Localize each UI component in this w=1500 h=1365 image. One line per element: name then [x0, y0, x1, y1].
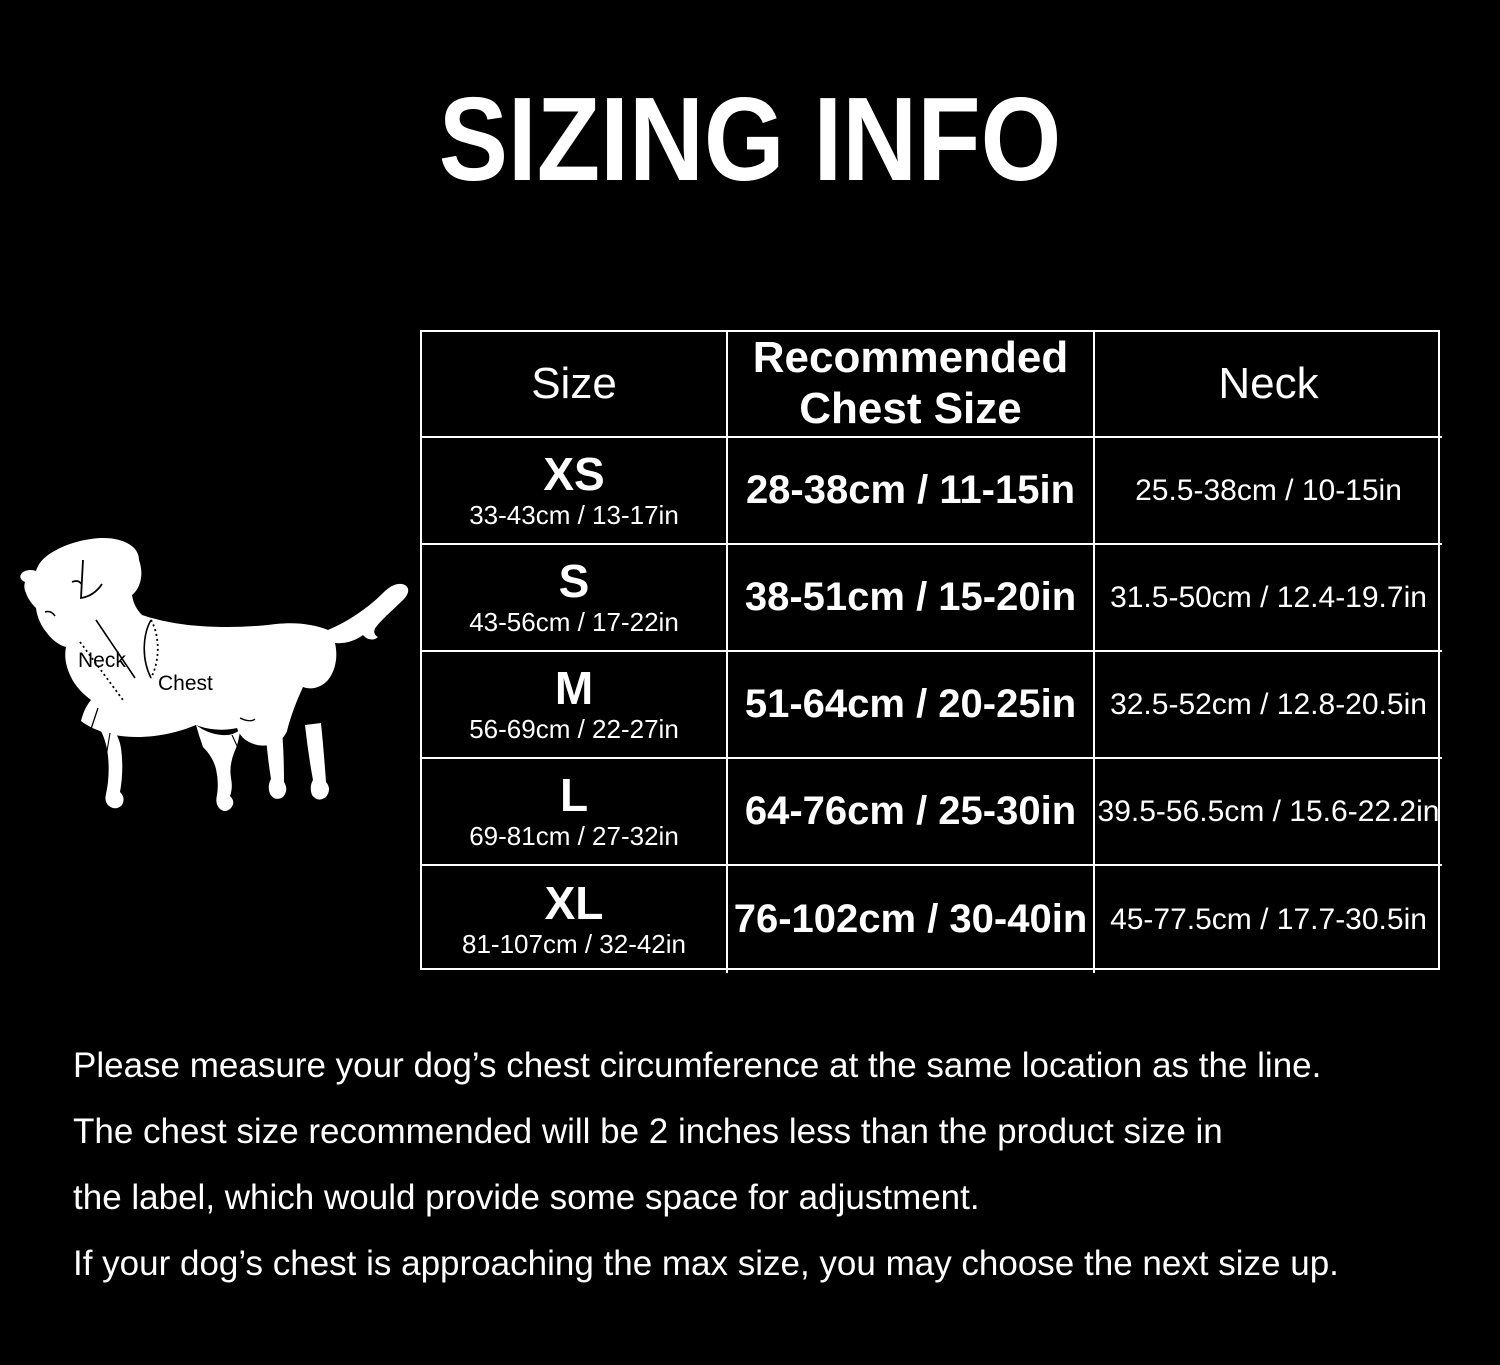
svg-text:Chest: Chest: [158, 672, 213, 695]
svg-text:Neck: Neck: [78, 649, 126, 672]
